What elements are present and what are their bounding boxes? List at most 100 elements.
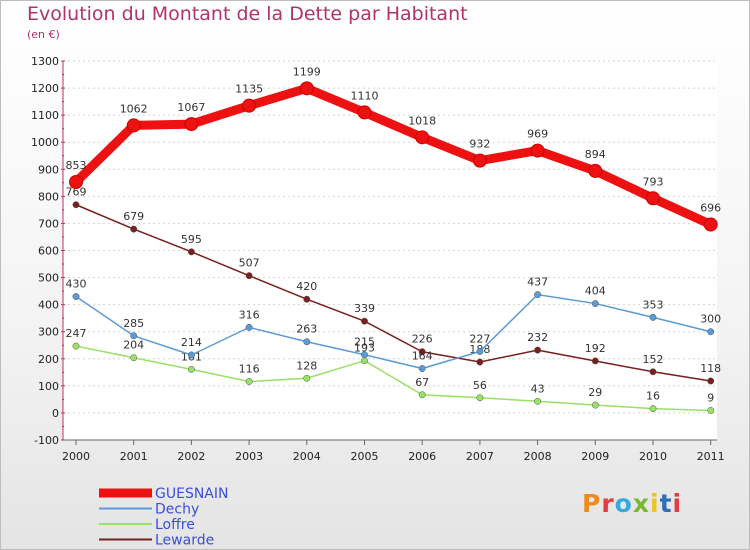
data-label: 595: [181, 233, 202, 246]
data-point: [303, 338, 311, 346]
data-label: 853: [66, 159, 87, 172]
data-point: [476, 348, 484, 355]
y-tick-label: 400: [38, 299, 59, 312]
y-tick-label: 0: [52, 407, 59, 420]
data-point: [126, 118, 141, 133]
data-point: [187, 248, 195, 256]
legend-label: GUESNAIN: [155, 486, 228, 502]
series-guesnain: 853 1062 1067 1135 1199 1110 1018 932 969 894 793 6…: [66, 65, 721, 232]
data-label: 894: [585, 148, 606, 161]
data-point: [245, 272, 253, 280]
data-label: 404: [585, 285, 606, 298]
data-point: [299, 81, 314, 96]
data-label: 214: [181, 336, 202, 349]
x-tick-label: 2009: [581, 450, 609, 463]
data-label: 969: [527, 128, 548, 141]
data-label: 16: [646, 390, 660, 403]
data-point: [361, 317, 368, 325]
logo-letter: P: [582, 489, 602, 518]
data-label: 300: [700, 313, 721, 326]
x-tick-label: 2011: [697, 450, 725, 463]
data-point: [534, 291, 542, 299]
data-point: [415, 130, 430, 145]
series-lewarde: 769679595507420339226188232192152118: [66, 186, 721, 385]
data-label: 226: [412, 333, 433, 346]
data-label: 1135: [235, 83, 263, 96]
data-point: [707, 328, 715, 336]
data-label: 1018: [408, 114, 436, 127]
data-point: [418, 391, 426, 399]
chart-subtitle: (en €): [27, 28, 60, 41]
y-tick-label: 600: [38, 245, 59, 258]
data-point: [245, 323, 253, 331]
proxiti-logo: Proxiti: [582, 489, 682, 518]
logo-letter: o: [614, 489, 633, 518]
data-point: [591, 357, 599, 365]
y-tick-label: 500: [38, 272, 59, 285]
data-label: 232: [527, 331, 548, 344]
x-tick-label: 2001: [120, 450, 148, 463]
x-tick-label: 2000: [62, 450, 90, 463]
x-tick-label: 2008: [524, 450, 552, 463]
data-label: 696: [700, 202, 721, 215]
data-point: [649, 368, 657, 376]
data-point: [534, 346, 542, 354]
data-label: 67: [415, 376, 429, 389]
data-label: 1062: [120, 102, 148, 115]
x-tick-label: 2002: [177, 450, 205, 463]
data-label: 679: [123, 210, 144, 223]
x-tick-label: 2003: [235, 450, 263, 463]
data-label: 128: [296, 359, 317, 372]
data-label: 1199: [293, 65, 321, 78]
logo-letter: x: [632, 489, 650, 518]
y-tick-label: 800: [38, 190, 59, 203]
data-point: [361, 357, 368, 365]
legend-label: Dechy: [155, 502, 199, 518]
data-label: 769: [66, 186, 87, 199]
data-label: 793: [643, 175, 664, 188]
y-tick-label: 300: [38, 326, 59, 339]
data-label: 204: [123, 339, 144, 352]
series-line: [75, 203, 712, 382]
legend-item-lewarde: Lewarde: [99, 533, 214, 549]
logo-letter: t: [659, 489, 673, 518]
legend-label: Loffre: [155, 517, 195, 533]
data-point: [646, 191, 660, 206]
data-point: [418, 365, 426, 372]
logo-letter: r: [601, 489, 615, 518]
data-label: 339: [354, 302, 375, 315]
data-point: [588, 163, 603, 178]
data-point: [303, 295, 311, 303]
data-label: 1110: [351, 89, 379, 102]
y-tick-label: 1000: [31, 136, 59, 149]
data-point: [130, 225, 138, 233]
data-label: 430: [66, 278, 87, 291]
data-label: 193: [354, 342, 375, 355]
y-tick-label: 1200: [31, 82, 59, 95]
y-tick-label: 100: [38, 380, 59, 393]
data-label: 285: [123, 317, 144, 330]
data-label: 247: [66, 327, 87, 340]
x-tick-label: 2006: [408, 450, 436, 463]
data-label: 43: [531, 382, 545, 395]
data-label: 316: [239, 308, 260, 321]
data-label: 56: [473, 379, 487, 392]
data-point: [649, 313, 657, 321]
data-point: [187, 365, 195, 373]
data-label: 263: [296, 323, 317, 336]
data-point: [649, 405, 657, 413]
series-loffre: 24720416111612819367564329169: [66, 327, 715, 414]
data-point: [130, 332, 138, 340]
chart-title: Evolution du Montant de la Dette par Hab…: [27, 3, 468, 25]
data-point: [418, 348, 426, 356]
data-point: [357, 105, 372, 120]
data-point: [703, 217, 718, 232]
data-label: 9: [707, 391, 714, 404]
x-tick-label: 2004: [293, 450, 321, 463]
data-point: [72, 342, 80, 350]
data-point: [476, 358, 484, 366]
logo-letter: i: [672, 489, 683, 518]
data-point: [707, 407, 715, 414]
data-point: [130, 354, 138, 362]
data-point: [707, 377, 715, 385]
